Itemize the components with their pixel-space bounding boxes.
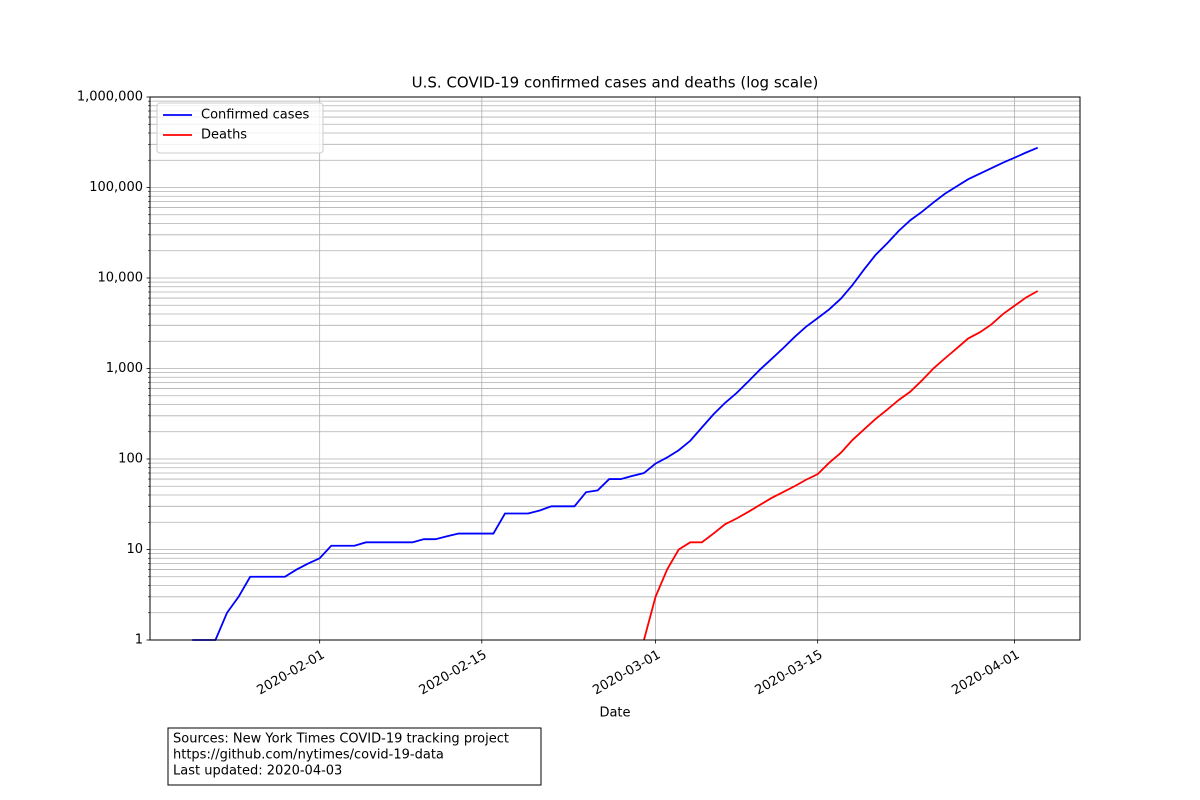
annotation-line: Sources: New York Times COVID-19 trackin… <box>173 732 509 747</box>
series-line <box>643 290 1039 641</box>
annotation-line: https://github.com/nytimes/covid-19-data <box>173 748 444 763</box>
y-tick-label: 10,000 <box>98 271 144 286</box>
chart-title: U.S. COVID-19 confirmed cases and deaths… <box>412 74 819 92</box>
legend-label: Confirmed cases <box>201 108 310 123</box>
grid <box>150 96 1080 641</box>
y-tick-label: 1 <box>135 633 143 648</box>
y-tick-label: 1,000 <box>106 361 143 376</box>
series-line <box>192 146 1039 641</box>
legend: Confirmed cases Deaths <box>156 102 324 154</box>
annotation-line: Last updated: 2020-04-03 <box>173 764 342 779</box>
annotation: Sources: New York Times COVID-19 trackin… <box>173 732 509 779</box>
y-tick-label: 10 <box>126 542 143 557</box>
legend-label: Deaths <box>201 128 247 143</box>
y-tick-label: 100 <box>118 452 143 467</box>
annotation-box <box>167 727 542 786</box>
plot-lines <box>192 146 1039 641</box>
y-tick-label: 1,000,000 <box>77 90 143 105</box>
legend-box <box>156 102 324 154</box>
y-tick-label: 100,000 <box>89 180 143 195</box>
x-axis-label: Date <box>599 706 630 721</box>
